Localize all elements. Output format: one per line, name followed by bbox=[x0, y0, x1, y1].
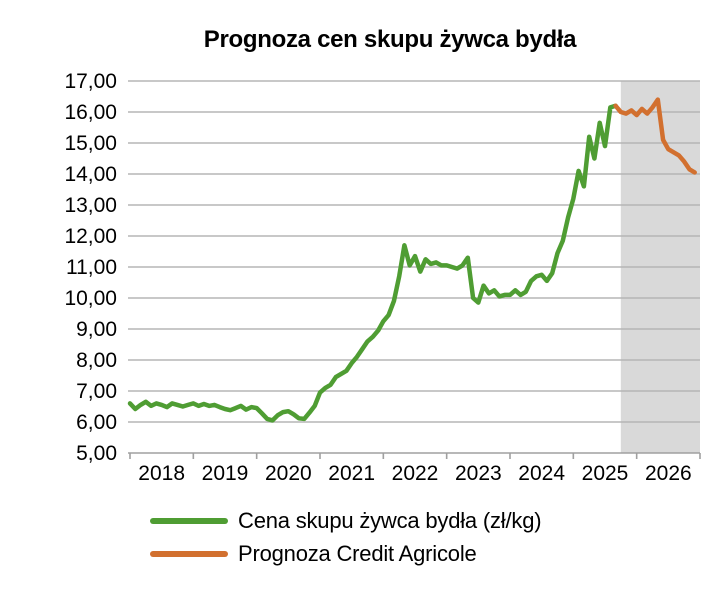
y-tick-label: 10,00 bbox=[64, 287, 117, 310]
legend-label-prognoza: Prognoza Credit Agricole bbox=[238, 541, 477, 566]
y-tick-label: 16,00 bbox=[64, 101, 117, 124]
chart-title: Prognoza cen skupu żywca bydła bbox=[203, 26, 577, 53]
series-line-forecast bbox=[613, 97, 697, 175]
axis-group bbox=[128, 452, 701, 459]
y-tick-label: 12,00 bbox=[64, 225, 117, 248]
series-line-actual bbox=[127, 103, 618, 423]
series-group bbox=[127, 97, 697, 423]
x-tick-label: 2019 bbox=[202, 462, 249, 485]
y-tick-label: 13,00 bbox=[64, 194, 117, 217]
x-tick-label: 2024 bbox=[518, 462, 565, 485]
tick-labels-group: 17,00 16,00 15,00 14,00 13,00 12,00 11,00 10,00… bbox=[64, 70, 691, 485]
y-tick-label: 9,00 bbox=[76, 318, 117, 341]
gridlines-group bbox=[128, 80, 700, 423]
x-tick-label: 2025 bbox=[582, 462, 629, 485]
y-tick-label: 11,00 bbox=[66, 256, 117, 279]
x-tick-label: 2018 bbox=[138, 462, 185, 485]
x-tick-label: 2020 bbox=[265, 462, 312, 485]
legend-label-cena: Cena skupu żywca bydła (zł/kg) bbox=[238, 508, 542, 533]
legend-swatch-green bbox=[150, 518, 228, 524]
y-tick-label: 15,00 bbox=[64, 132, 117, 155]
y-tick-label: 14,00 bbox=[64, 163, 117, 186]
y-tick-label: 6,00 bbox=[76, 411, 117, 434]
y-tick-label: 7,00 bbox=[76, 380, 117, 403]
y-tick-label: 17,00 bbox=[64, 70, 117, 93]
x-tick-label: 2021 bbox=[328, 462, 375, 485]
legend-item-prognoza: Prognoza Credit Agricole bbox=[150, 541, 541, 567]
x-tick-label: 2023 bbox=[455, 462, 502, 485]
y-tick-label: 8,00 bbox=[76, 349, 117, 372]
legend-swatch-orange bbox=[150, 551, 228, 557]
y-tick-label: 5,00 bbox=[76, 442, 117, 465]
x-tick-label: 2022 bbox=[392, 462, 439, 485]
legend-item-cena: Cena skupu żywca bydła (zł/kg) bbox=[150, 508, 542, 534]
x-tick-label: 2026 bbox=[645, 462, 692, 485]
legend: Cena skupu żywca bydła (zł/kg) Prognoza … bbox=[150, 508, 542, 567]
